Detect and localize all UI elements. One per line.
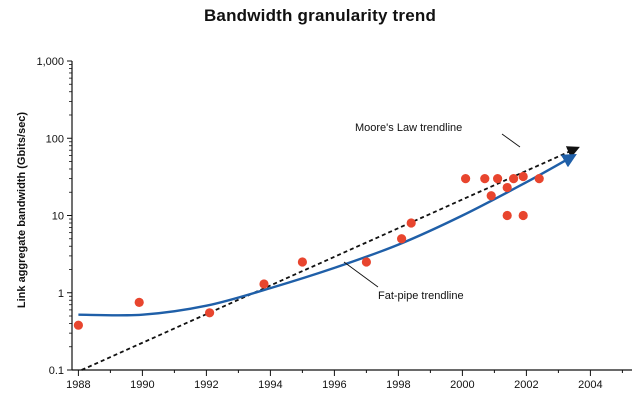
y-tick-label: 0.1 (49, 365, 64, 377)
data-point (518, 210, 528, 221)
data-point (534, 174, 544, 184)
y-tick-label: 10 (52, 211, 64, 223)
x-tick-label: 1994 (258, 379, 282, 391)
y-tick-label: 100 (46, 133, 64, 145)
moores-law-leader (501, 133, 521, 148)
x-tick-label: 2004 (578, 379, 602, 391)
moores-law-trendline (81, 146, 580, 371)
fat-pipe-trendline (78, 153, 577, 317)
data-point (518, 171, 528, 182)
data-point (259, 279, 269, 289)
data-point (461, 174, 471, 184)
data-point (502, 182, 512, 193)
data-point (406, 218, 416, 228)
data-point (134, 297, 144, 308)
data-point (397, 234, 407, 244)
x-tick-label: 2002 (514, 379, 538, 391)
fat-pipe-leader (343, 261, 379, 288)
trendlines (78, 146, 580, 371)
fat-pipe-label: Fat-pipe trendline (378, 290, 464, 302)
annotations: Moore's Law trendline Fat-pipe trendline (343, 122, 521, 302)
x-tick-label: 1988 (66, 379, 90, 391)
moores-law-label: Moore's Law trendline (355, 122, 462, 134)
x-tick-label: 2000 (450, 379, 474, 391)
y-tick-label: 1,000 (36, 56, 64, 68)
x-tick-label: 1992 (194, 379, 218, 391)
y-tick-label: 1 (58, 288, 64, 300)
data-point (205, 308, 215, 318)
data-point (486, 191, 496, 201)
x-tick-label: 1998 (386, 379, 410, 391)
data-point (361, 257, 371, 267)
data-point (493, 174, 503, 184)
data-point (502, 210, 512, 221)
data-points (73, 171, 544, 330)
chart-title: Bandwidth granularity trend (203, 6, 437, 25)
data-point (297, 257, 307, 267)
x-tick-label: 1990 (130, 379, 154, 391)
data-point (73, 320, 83, 330)
x-tick-label: 1996 (322, 379, 346, 391)
data-point (480, 174, 490, 184)
data-point (508, 174, 519, 184)
axes: 0.1 1 10 100 1,000 1988 1990 1992 1994 1996 1998 20… (36, 56, 632, 391)
